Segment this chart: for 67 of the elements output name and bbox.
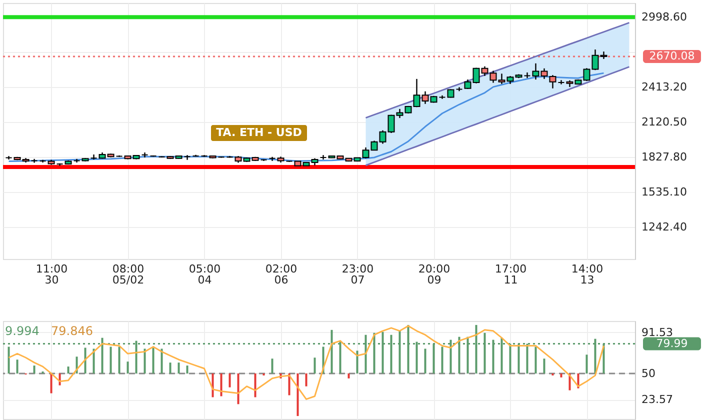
y-tick-label: 2998.60 <box>642 10 687 24</box>
ref-line-label: 79.99 <box>656 336 688 350</box>
y-tick-label: 91.53 <box>642 326 673 339</box>
x-tick-label: 11:00 30 <box>36 262 68 286</box>
bar <box>534 346 537 374</box>
bar <box>84 348 86 374</box>
bar <box>441 346 444 374</box>
annotation: 79.846 <box>51 324 93 338</box>
annotation: 9.994 <box>5 324 40 338</box>
bar <box>220 373 222 396</box>
candlestick <box>90 154 98 160</box>
candlestick <box>141 152 148 158</box>
bar <box>110 346 112 374</box>
bar <box>178 362 180 374</box>
y-tick-label: 50 <box>642 366 656 380</box>
candlestick <box>558 80 565 85</box>
x-tick-label: 02:00 06 <box>265 262 298 286</box>
bar <box>33 366 36 374</box>
annotation: TA. ETH - USD <box>216 126 302 139</box>
x-tick-label: 23:00 07 <box>342 262 374 286</box>
bar <box>424 348 426 374</box>
bar <box>67 366 70 374</box>
y-tick-label: 1535.10 <box>642 186 687 199</box>
bar <box>305 373 308 386</box>
bar <box>348 373 350 378</box>
y-tick-label: 2413.20 <box>642 80 687 94</box>
bar <box>126 362 129 374</box>
x-tick-label: 20:00 09 <box>418 262 450 286</box>
bar <box>118 346 120 374</box>
bar <box>92 348 95 374</box>
bar <box>228 373 231 388</box>
x-tick-label: 17:00 11 <box>494 262 527 286</box>
bar <box>160 348 163 374</box>
candlestick <box>184 154 191 160</box>
bar <box>560 373 562 378</box>
candlestick <box>268 156 276 162</box>
line-series <box>364 66 630 166</box>
bar <box>543 358 546 374</box>
bar <box>186 366 188 374</box>
x-tick-label: 14:00 13 <box>571 262 604 286</box>
bar <box>314 358 316 374</box>
bar <box>458 336 460 374</box>
bar <box>50 373 52 394</box>
candlestick <box>456 86 463 92</box>
bar <box>586 354 588 374</box>
y-tick-label: 23.57 <box>642 393 673 406</box>
y-tick-label: 2120.50 <box>642 116 687 129</box>
ref-line-label: 2670.08 <box>649 49 695 62</box>
x-tick-label: 05:00 04 <box>188 262 221 286</box>
bar <box>356 350 358 374</box>
line-series <box>364 22 630 119</box>
line-series <box>8 72 604 162</box>
candlestick <box>524 72 531 79</box>
bar <box>296 373 299 416</box>
candlestick <box>320 154 327 160</box>
bar <box>237 373 240 404</box>
bar <box>271 358 274 374</box>
x-tick-label: 08:00 05/02 <box>112 262 144 286</box>
bar <box>16 360 18 374</box>
bar <box>101 338 104 374</box>
bar <box>144 348 146 374</box>
bar <box>169 362 172 374</box>
y-tick-label: 1827.80 <box>642 150 687 164</box>
y-tick-label: 1242.40 <box>642 220 687 234</box>
bar <box>373 332 376 374</box>
bar <box>152 348 154 374</box>
bar <box>254 373 256 398</box>
